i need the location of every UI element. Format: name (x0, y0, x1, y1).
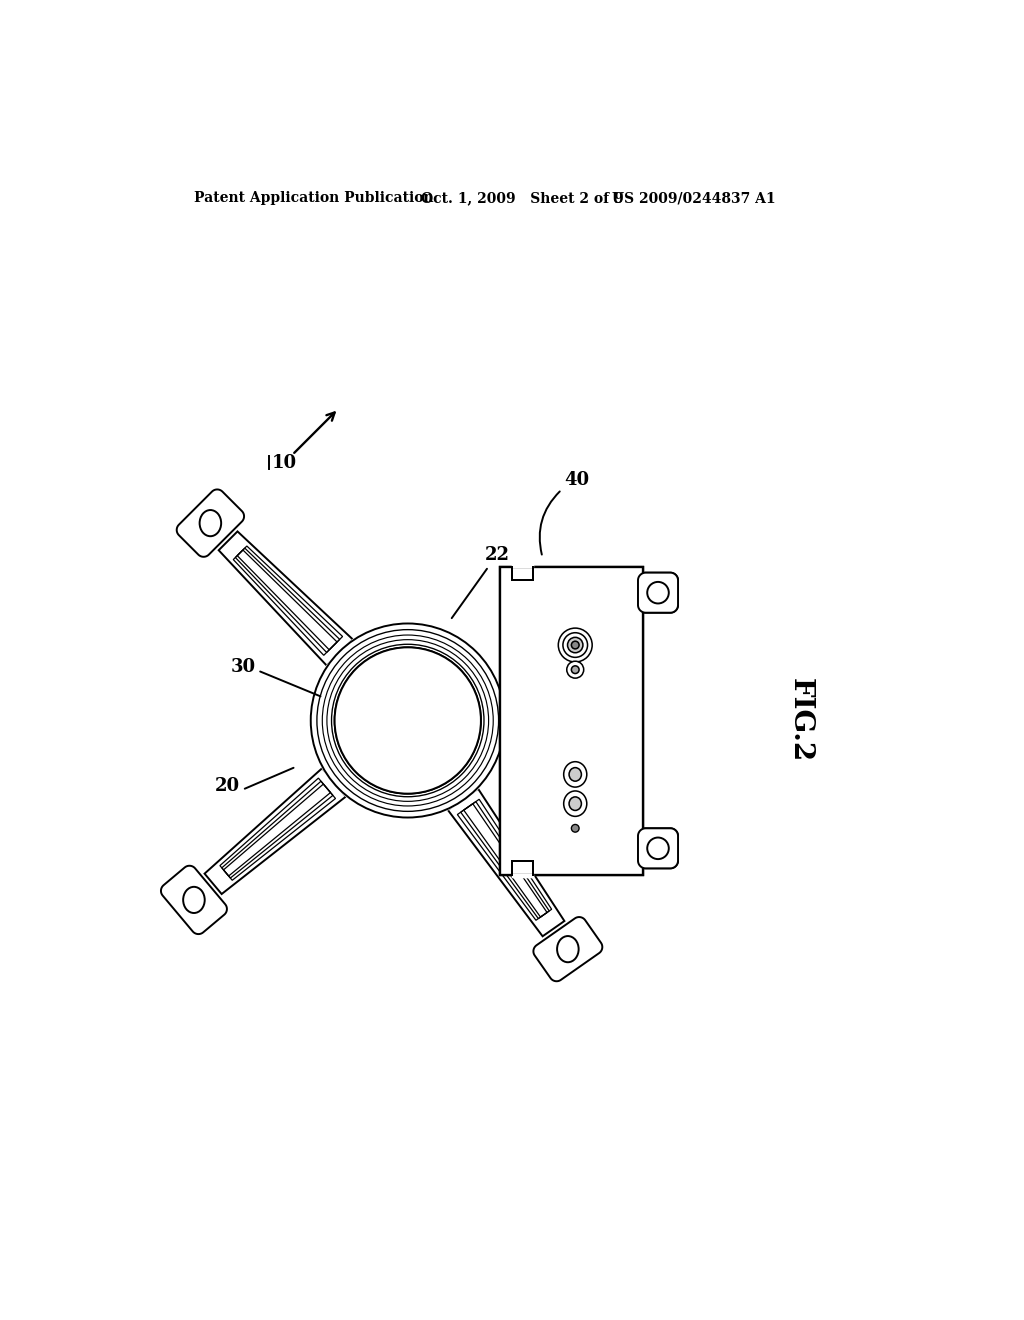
Circle shape (567, 638, 583, 653)
Text: Patent Application Publication: Patent Application Publication (194, 191, 433, 206)
Circle shape (567, 638, 583, 653)
Circle shape (563, 632, 588, 657)
Circle shape (571, 825, 580, 832)
Ellipse shape (563, 762, 587, 787)
Polygon shape (638, 573, 678, 612)
Ellipse shape (200, 510, 221, 536)
Polygon shape (638, 829, 678, 869)
Ellipse shape (569, 797, 582, 810)
Circle shape (571, 665, 580, 673)
Circle shape (647, 838, 669, 859)
Ellipse shape (557, 936, 579, 962)
Ellipse shape (183, 887, 205, 913)
Circle shape (558, 628, 592, 663)
Polygon shape (512, 874, 534, 876)
Ellipse shape (569, 768, 582, 781)
Text: US 2009/0244837 A1: US 2009/0244837 A1 (611, 191, 775, 206)
Text: 22: 22 (484, 546, 510, 564)
Bar (500, 566, 643, 875)
Ellipse shape (563, 791, 587, 816)
Polygon shape (638, 573, 678, 612)
Circle shape (571, 665, 580, 673)
Polygon shape (161, 866, 227, 935)
Circle shape (566, 661, 584, 678)
Polygon shape (177, 490, 244, 557)
Text: 20: 20 (215, 777, 241, 795)
Bar (500, 566, 643, 875)
Polygon shape (638, 829, 678, 869)
Circle shape (571, 642, 580, 649)
Circle shape (563, 632, 588, 657)
Text: FIG.2: FIG.2 (787, 678, 814, 763)
Polygon shape (512, 874, 534, 876)
Circle shape (571, 642, 580, 649)
Polygon shape (219, 532, 353, 665)
Circle shape (647, 582, 669, 603)
Ellipse shape (569, 797, 582, 810)
Text: 30: 30 (230, 657, 256, 676)
Polygon shape (205, 768, 346, 894)
Circle shape (647, 838, 669, 859)
Ellipse shape (563, 762, 587, 787)
Circle shape (647, 582, 669, 603)
Text: Oct. 1, 2009   Sheet 2 of 9: Oct. 1, 2009 Sheet 2 of 9 (421, 191, 624, 206)
Polygon shape (512, 564, 534, 568)
Circle shape (335, 647, 481, 793)
Circle shape (571, 825, 580, 832)
Ellipse shape (563, 791, 587, 816)
Polygon shape (512, 564, 534, 568)
Bar (500, 566, 643, 875)
Polygon shape (447, 789, 564, 936)
Circle shape (566, 661, 584, 678)
Ellipse shape (569, 768, 582, 781)
Polygon shape (534, 917, 602, 981)
Circle shape (309, 622, 506, 818)
Text: 10: 10 (271, 454, 297, 471)
Circle shape (558, 628, 592, 663)
Bar (503, 570, 640, 871)
Text: 40: 40 (564, 471, 589, 490)
